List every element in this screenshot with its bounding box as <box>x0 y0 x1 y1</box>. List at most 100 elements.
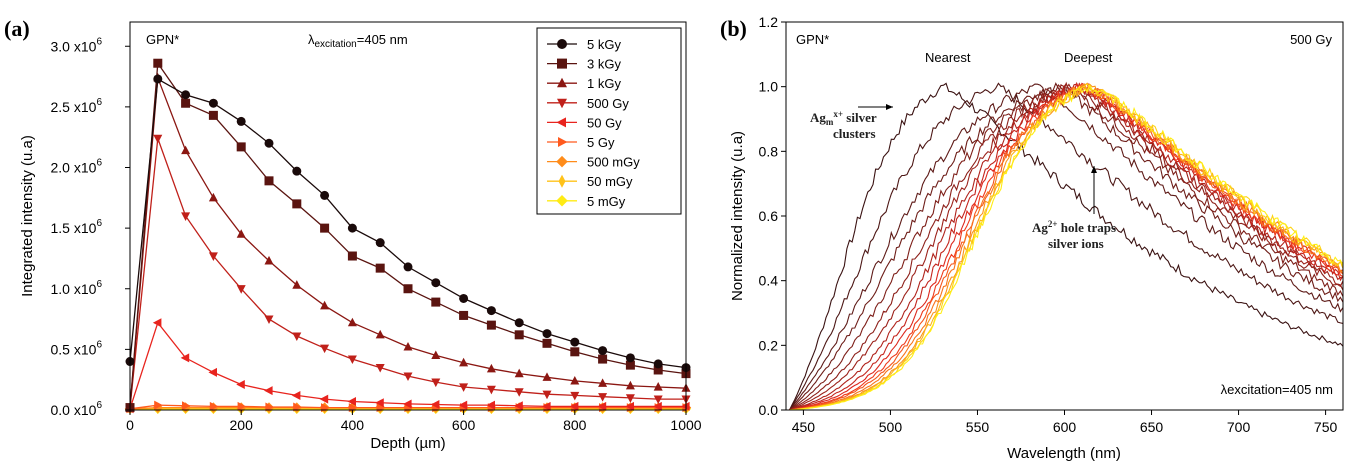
data-point <box>542 390 552 400</box>
panel-a-y-ticks: 0.0 x106 0.5 x106 1.0 x106 1.5 x106 2.0 x106… <box>51 36 130 418</box>
panel-a-plot-area <box>124 58 692 415</box>
data-point <box>403 262 413 272</box>
spectrum-line <box>789 81 1344 411</box>
data-point <box>430 400 440 410</box>
data-point <box>542 401 551 411</box>
panel-b: (b) 450 500 550 600 650 700 750 0.00.20.40.60.… <box>720 14 1344 462</box>
data-point <box>208 98 218 108</box>
data-point <box>180 353 190 363</box>
data-point <box>347 355 357 365</box>
data-point <box>291 390 301 400</box>
legend-marker <box>556 117 566 128</box>
data-point <box>181 145 191 155</box>
data-point <box>570 391 580 401</box>
y-tick-label: 1.0 <box>759 79 779 95</box>
spectrum-line <box>789 83 1344 411</box>
data-point <box>653 365 663 375</box>
data-point <box>625 353 635 363</box>
data-point <box>625 360 635 370</box>
clusters-label-line1: Agmx+ silver <box>810 109 877 127</box>
panel-a-x-ticks: 0 200 400 600 800 1000 <box>126 410 702 433</box>
data-point <box>208 192 218 202</box>
y-tick-label: 1.0 x106 <box>51 279 103 297</box>
data-point <box>181 212 191 221</box>
legend-marker <box>556 155 568 168</box>
panel-a-frame <box>129 21 687 411</box>
x-tick-label: 450 <box>792 419 816 435</box>
data-point <box>570 347 580 357</box>
data-point <box>293 402 302 412</box>
ions-arrow-head <box>1091 166 1097 173</box>
data-point <box>431 278 441 288</box>
data-point <box>375 363 385 373</box>
data-point <box>570 375 580 385</box>
spectrum-line <box>789 83 1344 411</box>
data-point <box>403 372 413 381</box>
data-point <box>375 329 385 339</box>
data-point <box>208 110 218 120</box>
panel-b-excitation-label: λexcitation=405 nm <box>1221 382 1333 397</box>
data-point <box>236 116 246 126</box>
data-point <box>598 393 608 402</box>
data-point <box>459 310 469 320</box>
x-tick-label: 550 <box>966 419 990 435</box>
y-tick-label: 0.6 <box>759 208 779 224</box>
data-point <box>514 330 524 340</box>
panel-b-y-ticks: 0.0 0.2 0.4 0.6 0.8 1.0 1.2 <box>759 14 786 418</box>
data-point <box>181 90 191 100</box>
deepest-label: Deepest <box>1064 50 1113 65</box>
legend-marker <box>557 39 567 49</box>
data-point <box>542 372 552 381</box>
data-point <box>236 142 246 152</box>
data-point <box>514 318 524 328</box>
spectrum-line <box>789 82 1344 411</box>
x-tick-label: 700 <box>1227 419 1251 435</box>
data-point <box>347 397 356 407</box>
ions-label-line2: silver ions <box>1048 236 1104 251</box>
legend-label: 50 Gy <box>587 115 622 130</box>
panel-a-letter: (a) <box>4 16 30 41</box>
data-point <box>625 394 635 403</box>
x-tick-label: 1000 <box>670 417 701 433</box>
data-point <box>375 238 385 248</box>
data-point <box>542 329 552 339</box>
x-tick-label: 600 <box>452 417 476 433</box>
panel-a-x-axis-label: Depth (µm) <box>370 435 445 452</box>
data-point <box>152 318 162 328</box>
y-tick-label: 0.0 x106 <box>51 400 103 418</box>
legend-marker <box>558 137 568 147</box>
data-point <box>320 223 330 233</box>
spectrum-line <box>789 83 1343 411</box>
data-point <box>653 382 663 391</box>
data-point <box>625 380 635 390</box>
y-tick-label: 0.4 <box>759 273 779 289</box>
data-point <box>264 138 274 148</box>
data-point <box>153 58 163 68</box>
data-point <box>459 293 469 303</box>
data-point <box>625 401 634 411</box>
data-point <box>486 400 495 410</box>
x-tick-label: 800 <box>563 417 587 433</box>
data-point <box>403 399 412 409</box>
data-point <box>208 252 218 261</box>
legend-label: 50 mGy <box>587 174 633 189</box>
y-tick-label: 2.5 x106 <box>51 97 103 115</box>
data-point <box>403 284 413 294</box>
clusters-label-line2: clusters <box>833 126 876 141</box>
data-point <box>347 317 357 327</box>
y-tick-label: 0.2 <box>759 337 779 353</box>
legend-label: 3 kGy <box>587 57 621 72</box>
data-point <box>292 199 302 209</box>
data-point <box>681 401 690 411</box>
nearest-label: Nearest <box>925 50 971 65</box>
data-point <box>375 263 385 273</box>
y-tick-label: 2.0 x106 <box>51 158 103 176</box>
data-point <box>514 401 523 411</box>
data-point <box>375 398 384 408</box>
y-tick-label: 0.8 <box>759 143 779 159</box>
legend-label: 5 mGy <box>587 194 626 209</box>
panel-b-y-axis-label: Normalized intensity (u.a) <box>729 131 746 301</box>
data-point <box>486 320 496 330</box>
data-point <box>598 346 608 356</box>
